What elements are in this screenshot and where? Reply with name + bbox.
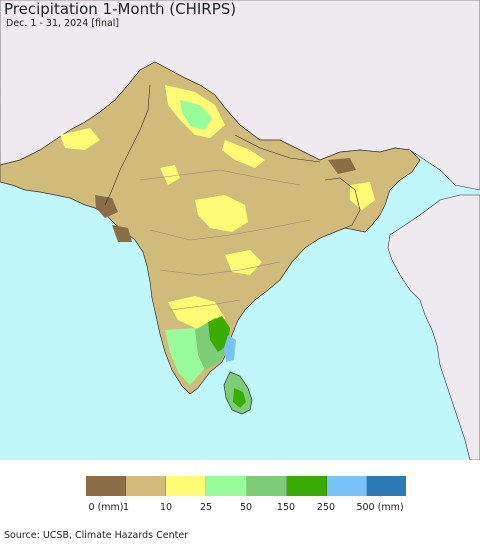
patch-northwest-yellow xyxy=(60,128,100,150)
legend-label-50: 50 xyxy=(239,502,253,513)
legend-swatch-1 xyxy=(126,476,167,496)
legend-swatch-10 xyxy=(166,476,207,496)
patch-gujarat-brown xyxy=(95,195,118,218)
patch-tn-blue xyxy=(224,335,236,362)
patch-kutch-brown xyxy=(112,225,132,242)
patch-central-yellow xyxy=(195,195,248,232)
state-borders xyxy=(139,169,311,311)
patch-deccan-yellow xyxy=(225,250,262,275)
precipitation-map xyxy=(0,0,480,460)
patch-nepal-brown xyxy=(328,158,356,174)
border-nepal xyxy=(234,134,321,163)
legend-label-250: 250 xyxy=(316,502,336,513)
sri-lanka-wet-core xyxy=(233,388,246,408)
color-legend xyxy=(86,476,406,496)
legend-swatch-500mm xyxy=(366,476,406,496)
legend-label-150: 150 xyxy=(276,502,296,513)
legend-label-10: 10 xyxy=(159,502,173,513)
map-subtitle: Dec. 1 - 31, 2024 [final] xyxy=(6,18,120,29)
legend-swatch-0mm xyxy=(86,476,127,496)
legend-label-0: 0 (mm) xyxy=(88,502,124,513)
patch-himalaya-yellow xyxy=(222,140,265,168)
legend-label-25: 25 xyxy=(199,502,213,513)
patch-south-darkgreen xyxy=(208,316,230,352)
patch-north-green xyxy=(180,100,212,130)
legend-label-1: 1 xyxy=(122,502,130,513)
legend-labels: 0 (mm) 1 10 25 50 150 250 500 (mm) xyxy=(0,502,480,516)
legend-swatch-150 xyxy=(286,476,327,496)
source-credit: Source: UCSB, Climate Hazards Center xyxy=(4,530,189,541)
outside-land-east xyxy=(387,194,480,460)
border-bangladesh xyxy=(324,177,361,231)
border-pakistan-india xyxy=(104,84,151,206)
legend-swatch-250 xyxy=(326,476,367,496)
patch-mid-yellow xyxy=(160,165,180,185)
map-canvas xyxy=(0,0,480,460)
map-title: Precipitation 1-Month (CHIRPS) xyxy=(4,0,237,18)
patch-east-yellow xyxy=(350,182,375,210)
legend-label-500: 500 (mm) xyxy=(356,502,404,513)
legend-swatch-50 xyxy=(246,476,287,496)
legend-swatch-25 xyxy=(206,476,247,496)
